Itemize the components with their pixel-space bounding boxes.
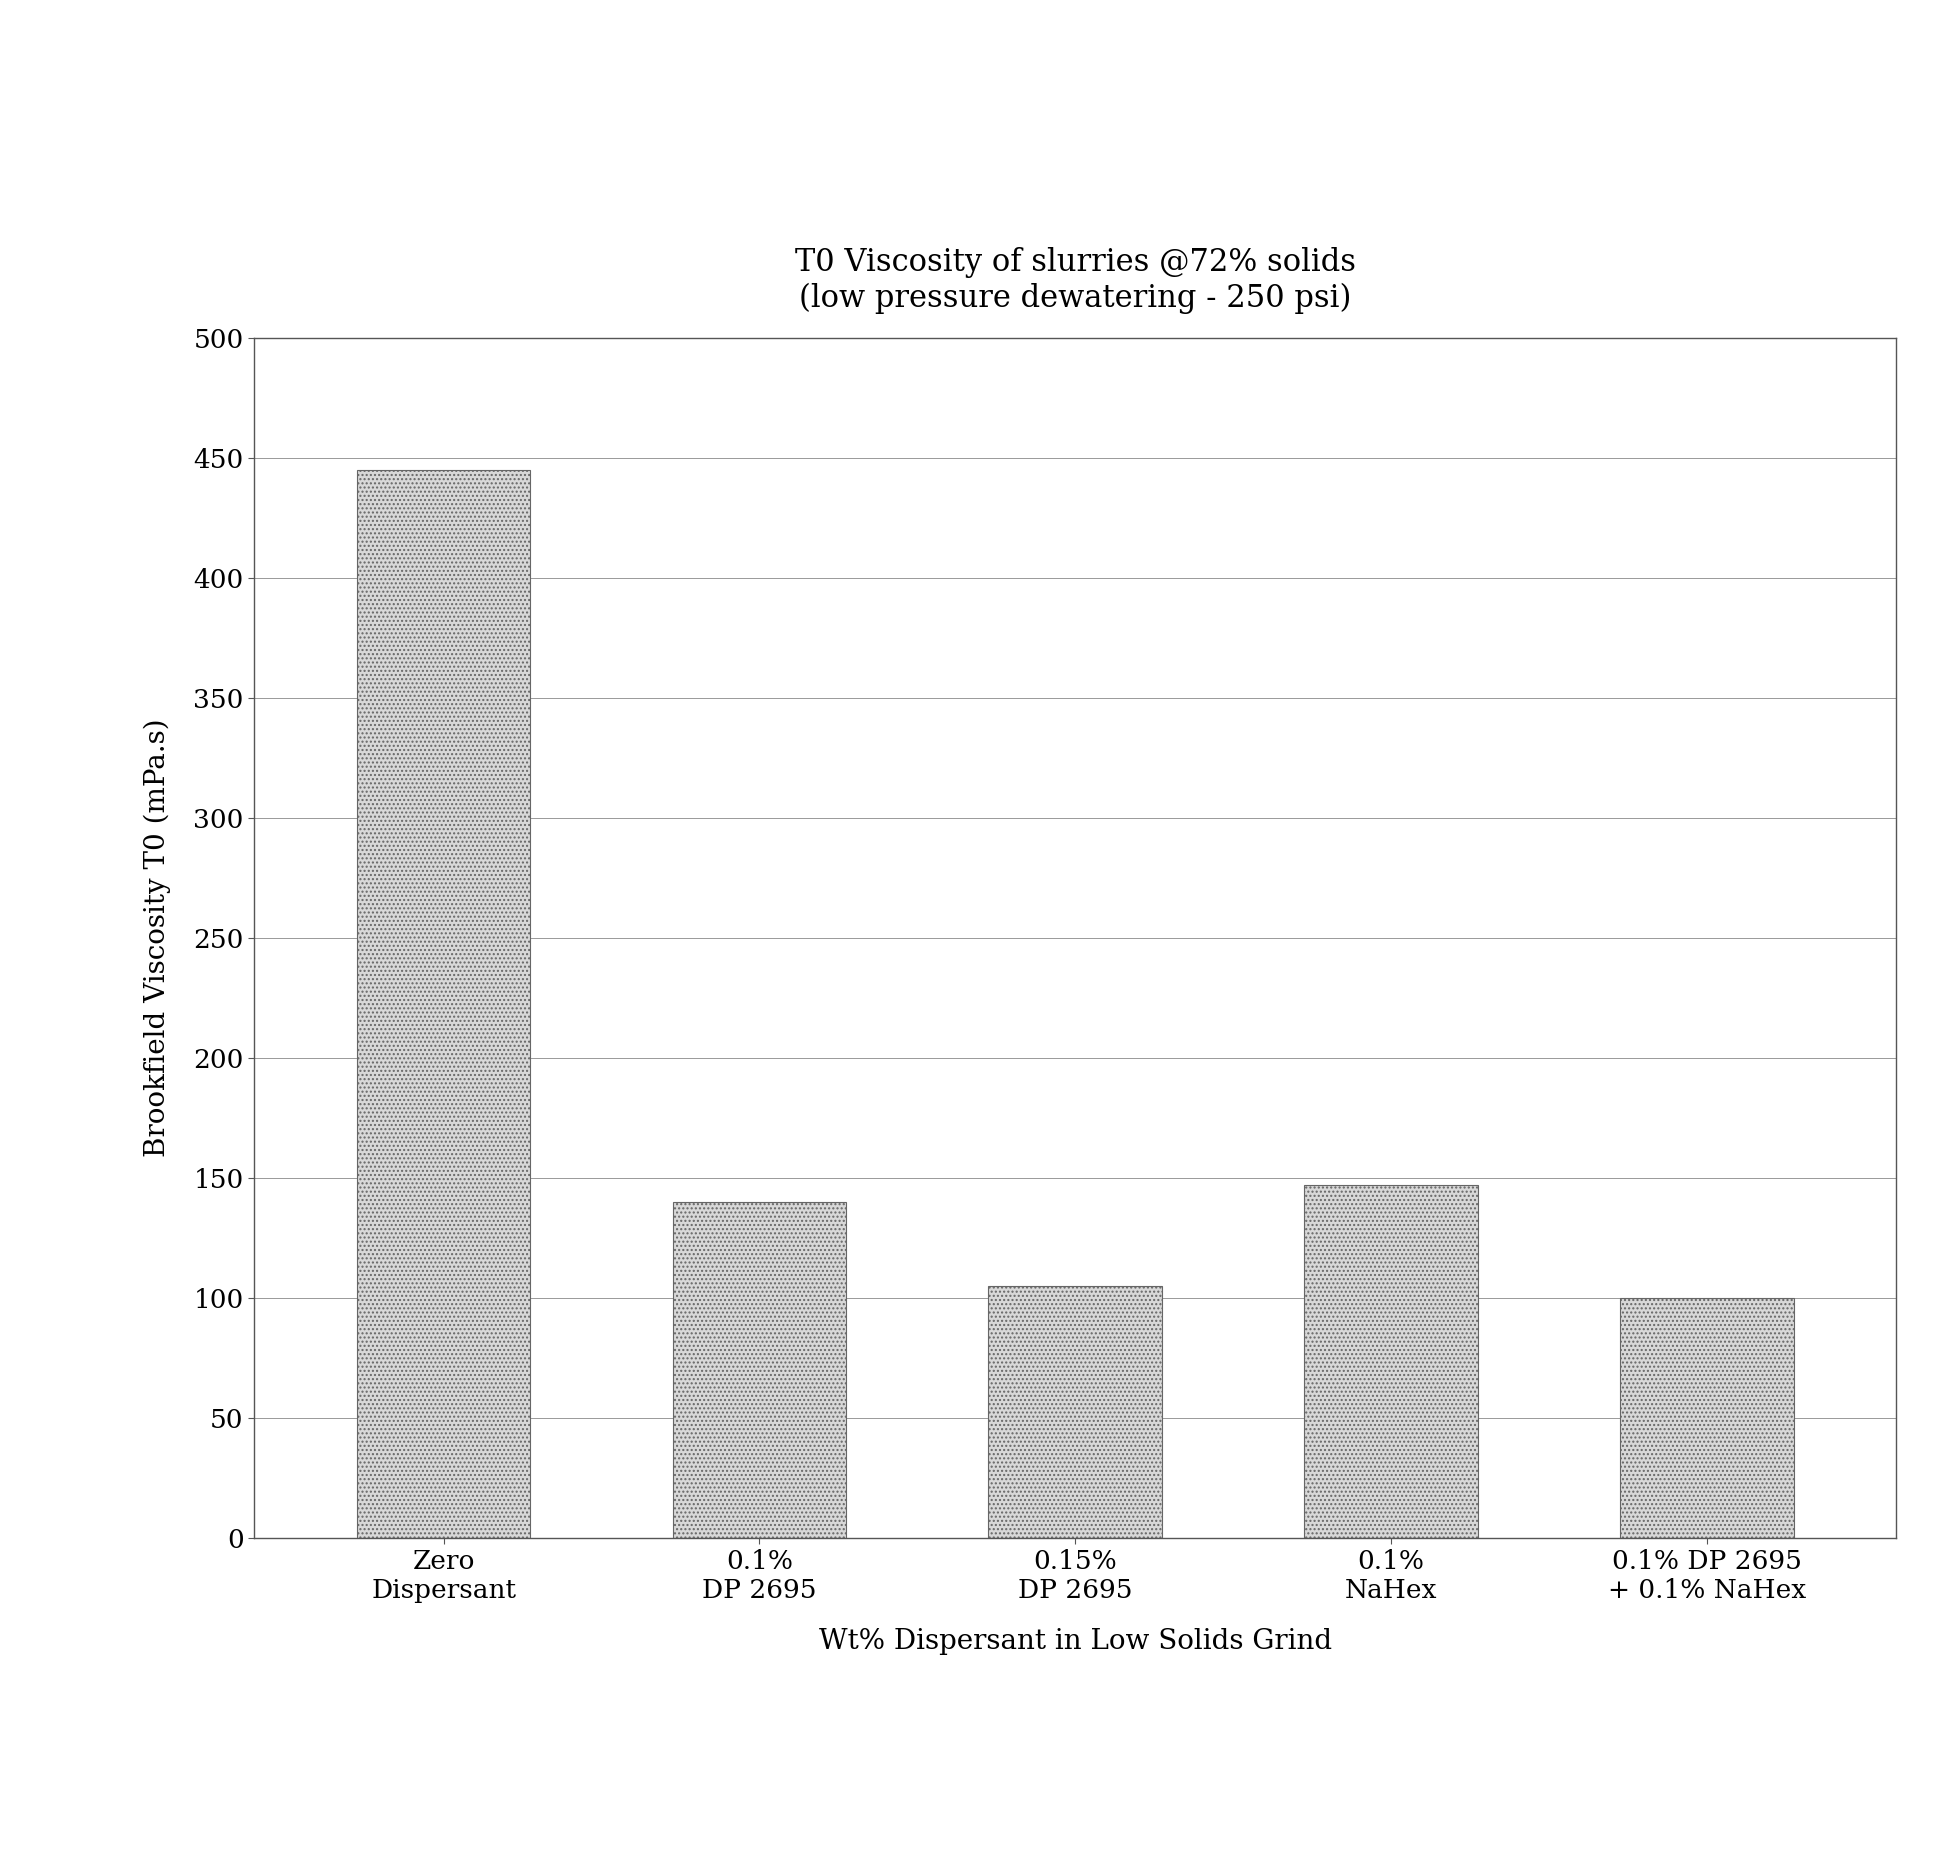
Title: T0 Viscosity of slurries @72% solids
(low pressure dewatering - 250 psi): T0 Viscosity of slurries @72% solids (lo… (796, 248, 1355, 313)
X-axis label: Wt% Dispersant in Low Solids Grind: Wt% Dispersant in Low Solids Grind (819, 1628, 1331, 1655)
Bar (1304, 1186, 1478, 1538)
Bar (356, 469, 530, 1538)
Bar (1621, 1298, 1795, 1538)
Bar (673, 1203, 847, 1538)
Y-axis label: Brookfield Viscosity T0 (mPa.s): Brookfield Viscosity T0 (mPa.s) (145, 719, 172, 1157)
Bar (989, 1287, 1161, 1538)
